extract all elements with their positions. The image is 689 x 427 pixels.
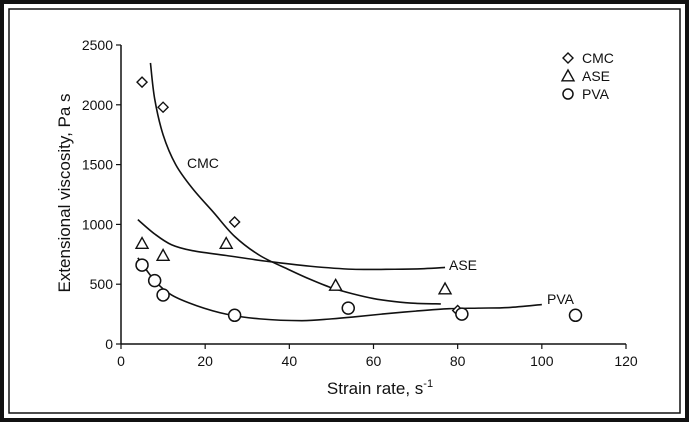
pva-data-point [341, 301, 355, 315]
ase-data-point [134, 236, 150, 250]
x-tick-label: 20 [197, 353, 213, 369]
x-axis-label: Strain rate, s-1 [327, 378, 433, 398]
frame-inner [8, 8, 681, 414]
ase-data-point [437, 281, 453, 295]
cmc-data-point [228, 216, 241, 228]
x-tick-label: 120 [614, 353, 638, 369]
legend-label-ase: ASE [582, 68, 610, 84]
x-tick-label: 100 [530, 353, 554, 369]
pva-fit-line [137, 257, 542, 322]
pva-data-point [147, 273, 162, 288]
pva-data-point [135, 258, 149, 272]
x-tick-label: 0 [117, 353, 125, 369]
x-axis-label-main: Strain rate, s [327, 379, 423, 398]
y-tick-label: 1500 [82, 157, 113, 173]
ase-data-point [155, 248, 171, 261]
legend-label-pva: PVA [582, 86, 610, 102]
ase-fit-label: ASE [449, 257, 477, 273]
y-tick-label: 1000 [82, 216, 113, 232]
ase-fit-line [137, 219, 446, 271]
pva-data-point [227, 308, 242, 323]
x-tick-label: 60 [366, 353, 382, 369]
pva-data-point [568, 308, 583, 323]
plot-layer: 0 500 1000 1500 2000 2500 0 20 40 60 80 100 120 CMC AS… [82, 37, 638, 369]
cmc-fit-label: CMC [187, 155, 219, 171]
ase-data-point [328, 277, 343, 291]
y-axis-label: Extensional viscosity, Pa s [55, 93, 74, 292]
x-tick-label: 40 [282, 353, 298, 369]
cmc-data-point [136, 76, 149, 89]
x-axis-label-superscript: -1 [423, 378, 433, 390]
legend-label-cmc: CMC [582, 50, 614, 66]
pva-fit-label: PVA [547, 291, 575, 307]
x-tick-label: 80 [450, 353, 466, 369]
legend-marker-cmc [562, 52, 574, 64]
y-tick-label: 0 [105, 336, 113, 352]
y-tick-label: 2000 [82, 97, 113, 113]
pva-data-point [455, 307, 469, 321]
y-tick-label: 500 [90, 276, 114, 292]
cmc-fit-line [149, 62, 441, 305]
legend-marker-pva [562, 88, 574, 100]
y-tick-label: 2500 [82, 37, 113, 53]
legend-marker-ase [560, 68, 576, 82]
cmc-data-point [157, 101, 170, 114]
ase-data-point [219, 236, 234, 250]
pva-data-point [156, 288, 170, 302]
